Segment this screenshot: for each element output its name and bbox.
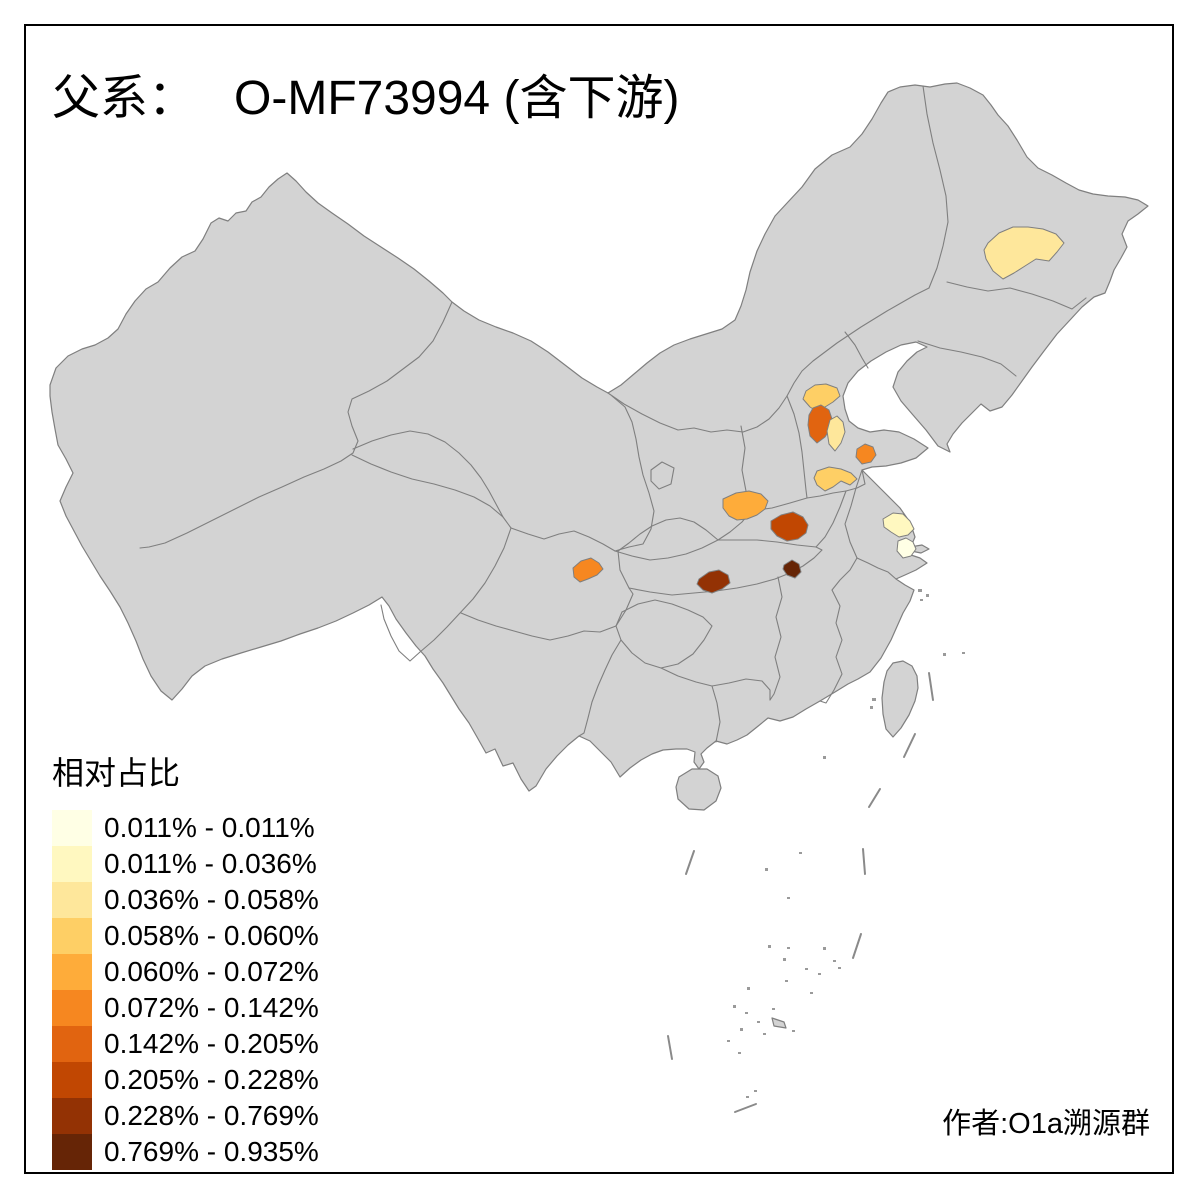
legend-row: 0.011% - 0.036%	[52, 846, 319, 882]
legend-label: 0.228% - 0.769%	[104, 1100, 319, 1131]
legend-label: 0.011% - 0.011%	[104, 812, 315, 843]
legend-swatch	[52, 954, 92, 990]
legend-row: 0.228% - 0.769%	[52, 1098, 319, 1134]
legend-label: 0.058% - 0.060%	[104, 920, 319, 951]
map-region-jiangsu-coast	[882, 512, 915, 538]
map-region-tianjin	[826, 415, 846, 452]
hainan-island	[675, 768, 722, 811]
legend-row: 0.769% - 0.935%	[52, 1134, 319, 1170]
map-region-hebei-north	[802, 383, 841, 413]
map-region-shandong-south	[813, 466, 858, 492]
legend-swatch	[52, 990, 92, 1026]
plot-frame	[24, 24, 1174, 1174]
legend-label: 0.769% - 0.935%	[104, 1136, 319, 1167]
china-mainland	[49, 82, 1149, 792]
page-title: 父系： O-MF73994 (含下游)	[52, 58, 679, 128]
legend-row: 0.060% - 0.072%	[52, 954, 319, 990]
data-regions	[572, 226, 1065, 594]
map-region-shanghai-area	[896, 537, 917, 559]
legend-label: 0.036% - 0.058%	[104, 884, 319, 915]
legend-swatch	[52, 1026, 92, 1062]
legend-swatch	[52, 882, 92, 918]
islands	[675, 544, 965, 811]
legend-swatch	[52, 846, 92, 882]
legend-row: 0.142% - 0.205%	[52, 1026, 319, 1062]
legend-swatch	[52, 1134, 92, 1170]
taiwan-island	[881, 660, 919, 738]
map-region-shandong-central	[855, 443, 877, 465]
map-region-hubei-southeast	[782, 559, 802, 579]
legend-label: 0.205% - 0.228%	[104, 1064, 319, 1095]
legend-label: 0.072% - 0.142%	[104, 992, 319, 1023]
map-region-beijing-area	[807, 404, 833, 444]
author-credit: 作者:O1a溯源群	[942, 1108, 1150, 1140]
map-region-sichuan-south	[572, 557, 604, 583]
legend-row: 0.011% - 0.011%	[52, 810, 319, 846]
map-region-hubei-north	[770, 511, 809, 542]
legend-row: 0.205% - 0.228%	[52, 1062, 319, 1098]
legend-swatch	[52, 1098, 92, 1134]
legend-swatch	[52, 810, 92, 846]
map-region-heilongjiang-central	[983, 226, 1065, 280]
map-region-henan-south	[722, 490, 769, 521]
legend-row: 0.058% - 0.060%	[52, 918, 319, 954]
legend-label: 0.060% - 0.072%	[104, 956, 319, 987]
legend-label: 0.011% - 0.036%	[104, 848, 317, 879]
legend-label: 0.142% - 0.205%	[104, 1028, 319, 1059]
legend-row: 0.072% - 0.142%	[52, 990, 319, 1026]
legend-swatch	[52, 1062, 92, 1098]
map-region-hunan-northwest	[696, 569, 731, 594]
south-china-sea-features	[667, 672, 934, 1113]
province-boundaries	[139, 85, 1087, 743]
title-prefix: 父系：	[52, 72, 197, 125]
legend-title: 相对占比	[52, 755, 181, 791]
legend: 相对占比 0.011% - 0.011% 0.011% - 0.036% 0.0…	[52, 748, 319, 1170]
legend-row: 0.036% - 0.058%	[52, 882, 319, 918]
title-value: O-MF73994 (含下游)	[234, 72, 680, 125]
legend-swatch	[52, 918, 92, 954]
